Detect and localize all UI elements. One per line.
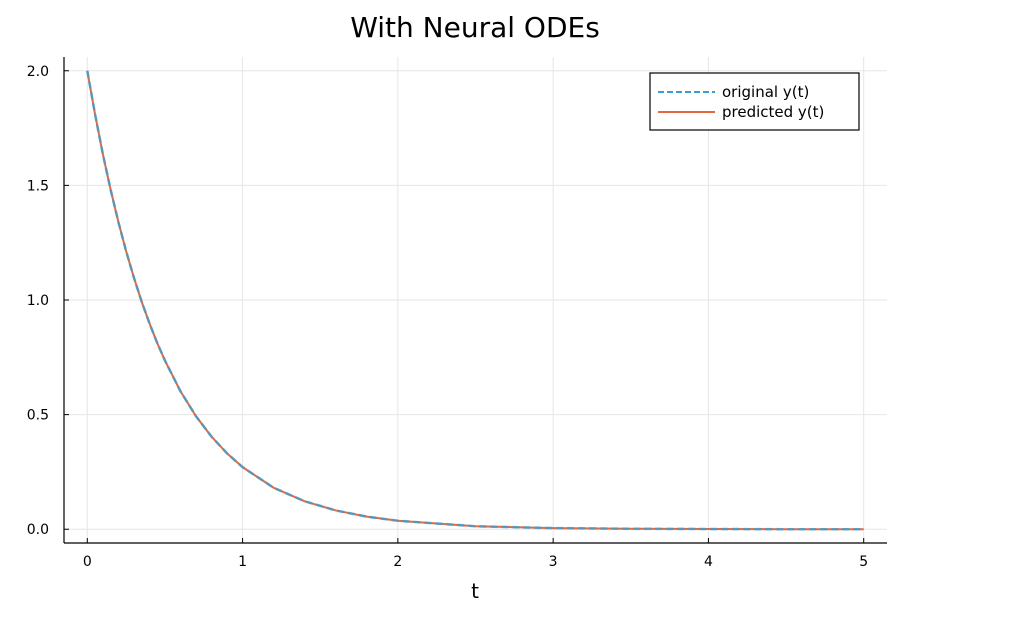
y-ticks: 0.0 0.5 1.0 1.5 2.0 (27, 64, 69, 538)
x-tick-label: 0 (83, 554, 92, 570)
y-tick-label: 2.0 (27, 64, 49, 80)
y-tick-label: 0.5 (27, 408, 49, 424)
x-tick-label: 2 (393, 554, 402, 570)
legend-label: predicted y(t) (722, 103, 824, 121)
legend-label: original y(t) (722, 83, 809, 101)
chart-title: With Neural ODEs (350, 11, 600, 44)
x-ticks: 0 1 2 3 4 5 (83, 538, 868, 570)
y-tick-label: 0.0 (27, 522, 49, 538)
x-tick-label: 4 (704, 554, 713, 570)
x-tick-label: 5 (859, 554, 868, 570)
legend-box (649, 72, 860, 131)
y-tick-label: 1.5 (27, 178, 49, 194)
y-tick-label: 1.0 (27, 293, 49, 309)
series-original-line (86, 70, 864, 531)
series-group (86, 70, 864, 531)
x-tick-label: 1 (238, 554, 247, 570)
legend: original y(t) predicted y(t) (649, 72, 860, 131)
x-axis-label: t (471, 579, 479, 603)
x-tick-label: 3 (549, 554, 558, 570)
